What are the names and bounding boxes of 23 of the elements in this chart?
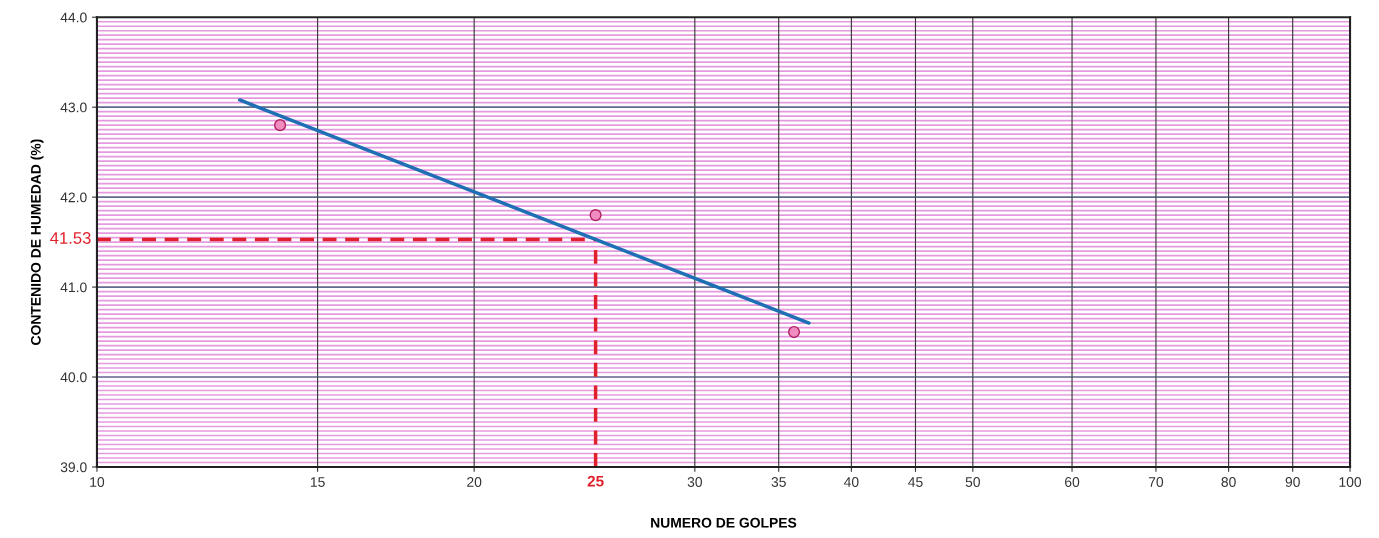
y-axis-title: CONTENIDO DE HUMEDAD (%) [30,139,44,345]
ref-line-label: 25 [587,475,604,487]
x-tick-label: 100 [1339,477,1362,487]
x-tick-label: 80 [1221,477,1236,487]
x-tick-label: 50 [965,477,980,487]
y-tick-label: 43.0 [60,102,87,113]
x-tick-label: 30 [687,477,702,487]
y-tick-label: 41.0 [60,282,87,293]
y-tick-label: 39.0 [60,462,87,473]
x-tick-label: 10 [90,477,105,487]
x-tick-label: 45 [908,477,923,487]
x-tick-label: 20 [467,477,482,487]
x-tick-label: 90 [1285,477,1300,487]
y-tick-label: 40.0 [60,372,87,383]
x-axis-title: NUMERO DE GOLPES [651,517,797,528]
x-tick-label: 40 [843,477,859,487]
ref-line-label: 41.53 [50,232,91,244]
x-tick-label: 60 [1065,477,1080,487]
y-tick-label: 42.0 [60,192,87,203]
x-tick-label: 15 [310,477,325,487]
x-tick-label: 70 [1148,477,1164,487]
y-tick-label: 44.0 [60,12,87,23]
x-tick-label: 35 [771,477,786,487]
